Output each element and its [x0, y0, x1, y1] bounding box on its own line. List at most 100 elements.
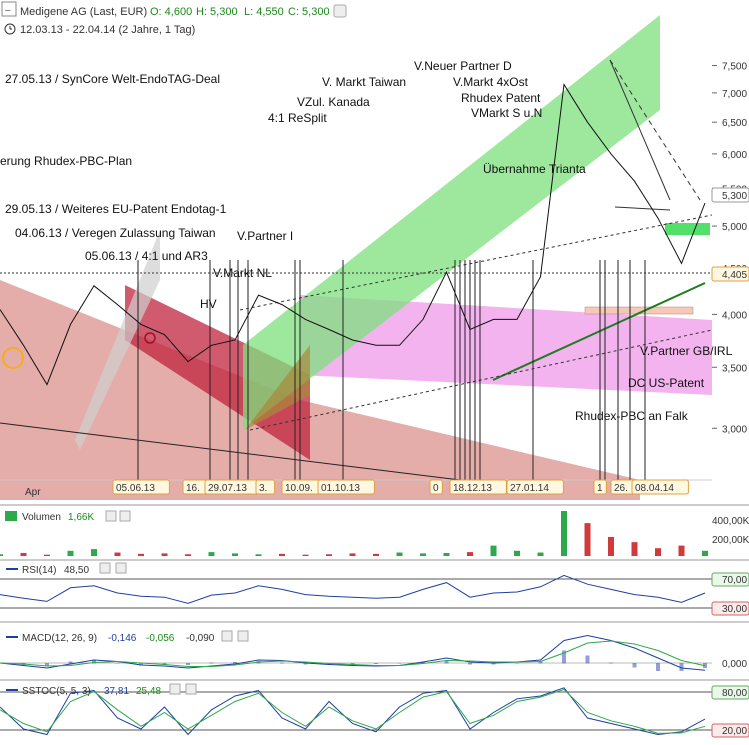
- rsi-close-button[interactable]: [115, 562, 127, 574]
- volume-bar: [326, 554, 332, 556]
- event-lines: [137, 260, 646, 490]
- volume-bar: [514, 550, 520, 556]
- rsi-title: RSI(14): [22, 565, 56, 576]
- clock-icon: [4, 23, 16, 35]
- stoch-k-value: 37,81: [104, 686, 129, 697]
- stoch-settings-button[interactable]: [169, 683, 181, 695]
- macd-hist-bar: [397, 663, 402, 664]
- macd-hist-bar: [303, 663, 308, 665]
- macd-hist-bar: [444, 660, 449, 664]
- annotation-label: 04.06.13 / Veregen Zulassung Taiwan: [15, 226, 216, 240]
- volume-bar: [467, 552, 473, 556]
- date-tag: [506, 479, 564, 495]
- macd-tick-zero: 0,000: [722, 659, 747, 670]
- macd-title: MACD(12, 26, 9): [22, 633, 97, 644]
- annotation-label: V.Markt 4xOst: [453, 75, 529, 89]
- volume-bar: [349, 553, 356, 556]
- volume-bar: [279, 553, 285, 556]
- annotation-label: V.Partner I: [237, 229, 293, 243]
- date-label: 18.12.13: [453, 483, 492, 494]
- stoch-tick-20: 20,00: [722, 726, 747, 737]
- macd-hist-bar: [209, 662, 214, 664]
- low-value: L: 4,550: [244, 6, 284, 18]
- event-circle-red: [144, 332, 156, 344]
- macd-value: -0,146: [108, 633, 137, 644]
- date-label: 1: [597, 483, 603, 494]
- stoch-panel: SSTOC(5, 5, 3) 37,81 25,48 80,00 20,00: [0, 679, 749, 738]
- macd-settings-button[interactable]: [221, 630, 233, 642]
- macd-hist-bar: [562, 650, 566, 664]
- level-price-label: 4,405: [722, 270, 747, 281]
- volume-tick-400k: 400,00K: [712, 516, 749, 527]
- support-line: [492, 282, 706, 381]
- rsi-settings-button[interactable]: [99, 562, 111, 574]
- annotation-label: V.Markt NL: [213, 266, 272, 280]
- annotation-label: Rhudex Patent: [461, 91, 541, 105]
- price-y-axis: 3,0003,5004,0004,5005,0005,5006,0006,500…: [712, 62, 747, 435]
- current-price-label: 5,300: [722, 191, 747, 202]
- annotation-label: V.Partner GB/IRL: [640, 344, 733, 358]
- collapse-toggle[interactable]: [1, 1, 17, 17]
- rsi-tick-30: 30,00: [722, 604, 747, 615]
- date-tag: [631, 479, 689, 495]
- price-panel: 27.05.13 / SynCore Welt-EndoTAG-Deal erun…: [0, 15, 733, 500]
- volume-bar: [185, 554, 191, 556]
- macd-hist-bar: [515, 663, 519, 664]
- volume-bar: [114, 552, 121, 556]
- open-value: O: 4,600: [150, 6, 192, 18]
- macd-hist-bar: [115, 663, 120, 664]
- date-label: 0: [433, 483, 439, 494]
- stoch-close-button[interactable]: [185, 683, 197, 695]
- volume-bar: [584, 523, 591, 556]
- volume-bar: [138, 553, 144, 556]
- date-tag: [449, 479, 507, 495]
- volume-bar: [373, 553, 379, 556]
- settings-button[interactable]: [333, 4, 347, 18]
- volume-settings-button[interactable]: [105, 510, 117, 522]
- rsi-value: 48,50: [64, 565, 89, 576]
- volume-icon: [5, 511, 17, 521]
- chart-header: – Medigene AG (Last, EUR) O: 4,600 H: 5,…: [1, 1, 347, 36]
- date-tag: [112, 479, 170, 495]
- macd-hist-bar: [350, 663, 355, 665]
- volume-close-button[interactable]: [119, 510, 131, 522]
- pink-zone: [300, 295, 712, 395]
- high-value: H: 5,300: [196, 6, 238, 18]
- macd-panel: MACD(12, 26, 9) -0,146 -0,056 -0,090 0,0…: [0, 621, 749, 671]
- volume-bar: [655, 548, 661, 556]
- price-series: [0, 83, 706, 386]
- macd-hist-bar: [45, 663, 49, 666]
- macd-hist-bar: [609, 662, 613, 664]
- volume-bar: [702, 550, 708, 556]
- volume-tick-200k: 200,00K: [712, 535, 749, 546]
- volume-bar: [608, 536, 614, 556]
- macd-series: [0, 634, 706, 671]
- flag-base: [614, 206, 671, 211]
- rsi-panel: RSI(14) 48,50 70,00 30,00: [0, 559, 749, 616]
- date-label: 26.: [614, 483, 628, 494]
- volume-panel: Volumen 1,66K 400,00K 200,00K: [0, 504, 749, 556]
- date-label: 10.09.: [285, 483, 313, 494]
- date-label: 01.10.13: [321, 483, 360, 494]
- volume-bar: [91, 549, 97, 556]
- volume-bar: [631, 542, 638, 556]
- date-tag: [429, 479, 443, 495]
- volume-bar: [20, 552, 27, 556]
- macd-hist-bar: [374, 663, 378, 664]
- volume-bar: [443, 552, 450, 556]
- volume-bar: [0, 554, 3, 556]
- date-range: 12.03.13 - 22.04.14 (2 Jahre, 1 Tag): [20, 24, 195, 36]
- macd-hist-bar: [280, 662, 284, 664]
- macd-hist-bar: [491, 663, 496, 665]
- dash-line-upper: [239, 214, 713, 311]
- volume-bar: [232, 553, 238, 556]
- macd-hist-bar: [68, 661, 73, 664]
- macd-close-button[interactable]: [237, 630, 249, 642]
- annotation-label: HV: [200, 297, 217, 311]
- stoch-title: SSTOC(5, 5, 3): [22, 686, 91, 697]
- date-tag: [317, 479, 375, 495]
- signal-value: -0,056: [146, 633, 175, 644]
- date-label: 29.07.13: [208, 483, 247, 494]
- dash-line-flag: [609, 59, 701, 201]
- price-tick-label: 3,500: [722, 363, 747, 374]
